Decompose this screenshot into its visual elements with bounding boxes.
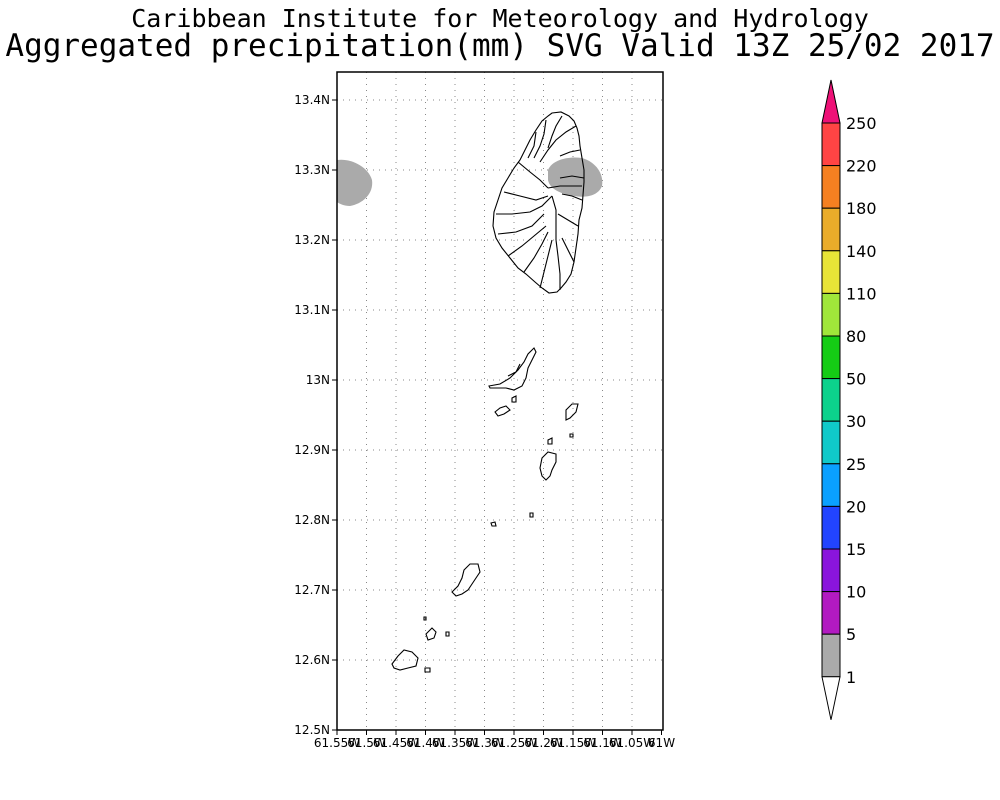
colorbar-segment [821, 420, 841, 465]
lon-tick-label: 61.55W [314, 736, 360, 750]
colorbar-label: 5 [846, 625, 856, 644]
island-mayreau-union [391, 627, 437, 671]
island-canouan [451, 563, 481, 597]
colorbar-segment [821, 505, 841, 550]
map-panel: 12.5N 12.6N 12.7N 12.8N 12.9N 13N 13.1N 13.2N 13… [294, 71, 675, 750]
colorbar-segment [821, 378, 841, 422]
island-bequia [488, 347, 537, 391]
colorbar-label: 140 [846, 242, 877, 261]
island-mustique [539, 451, 557, 481]
lon-tick-label: 61.3W [465, 736, 504, 750]
colorbar-segment [821, 548, 841, 593]
colorbar-segment [821, 165, 841, 209]
lon-tick-label: 61.1W [583, 736, 622, 750]
lat-tick-label: 12.9N [294, 443, 330, 457]
lon-tick-label: 61.25W [491, 736, 537, 750]
map-frame [336, 71, 664, 731]
title-line-1: Caribbean Institute for Meteorology and … [131, 4, 869, 33]
precip-area-west [337, 159, 373, 206]
colorbar-label: 50 [846, 370, 866, 389]
map-axis-labels: 12.5N 12.6N 12.7N 12.8N 12.9N 13N 13.1N 13.2N 13… [294, 93, 675, 750]
colorbar-label: 25 [846, 455, 866, 474]
colorbar-label: 30 [846, 412, 866, 431]
lon-tick-label: 61.05W [609, 736, 655, 750]
colorbar-segment [821, 122, 841, 167]
island-st-vincent [492, 111, 585, 294]
colorbar-segment [821, 335, 841, 380]
colorbar-label: 220 [846, 157, 877, 176]
colorbar-label: 250 [846, 114, 877, 133]
precipitation-colorbar: 250 220 180 140 110 80 50 30 25 20 15 10 5 1 [821, 79, 877, 720]
lat-tick-label: 12.5N [294, 723, 330, 737]
lon-tick-label: 61.15W [550, 736, 596, 750]
colorbar-label: 20 [846, 497, 866, 516]
lat-tick-label: 13.2N [294, 233, 330, 247]
colorbar-segment [821, 250, 841, 294]
colorbar-segment [821, 633, 841, 678]
lat-tick-label: 13.4N [294, 93, 330, 107]
colorbar-label: 1 [846, 668, 856, 687]
colorbar-label: 80 [846, 327, 866, 346]
lon-tick-label: 61.35W [432, 736, 478, 750]
colorbar-bottom-triangle [821, 676, 841, 720]
lat-tick-label: 12.8N [294, 513, 330, 527]
colorbar-segment [821, 591, 841, 635]
colorbar-segment [821, 463, 841, 507]
colorbar-label: 180 [846, 199, 877, 218]
island-small-cays [423, 395, 579, 673]
lat-tick-label: 13.3N [294, 163, 330, 177]
title-line-2: Aggregated precipitation(mm) SVG Valid 1… [5, 28, 995, 64]
lat-tick-label: 13.1N [294, 303, 330, 317]
lon-tick-label: 61.2W [524, 736, 563, 750]
colorbar-segment [821, 292, 841, 337]
lat-tick-label: 12.7N [294, 583, 330, 597]
colorbar-top-triangle [821, 79, 841, 124]
lat-tick-label: 12.6N [294, 653, 330, 667]
lon-tick-label: 61.45W [373, 736, 419, 750]
colorbar-label: 110 [846, 284, 877, 303]
lon-tick-label: 61W [648, 736, 675, 750]
colorbar-label: 15 [846, 540, 866, 559]
lat-tick-label: 13N [306, 373, 330, 387]
colorbar-label: 10 [846, 583, 866, 602]
precip-area-northeast [548, 157, 603, 197]
map-gridlines [337, 72, 663, 730]
colorbar-segment [821, 207, 841, 252]
lon-tick-label: 61.4W [406, 736, 445, 750]
lon-tick-label: 61.5W [347, 736, 386, 750]
